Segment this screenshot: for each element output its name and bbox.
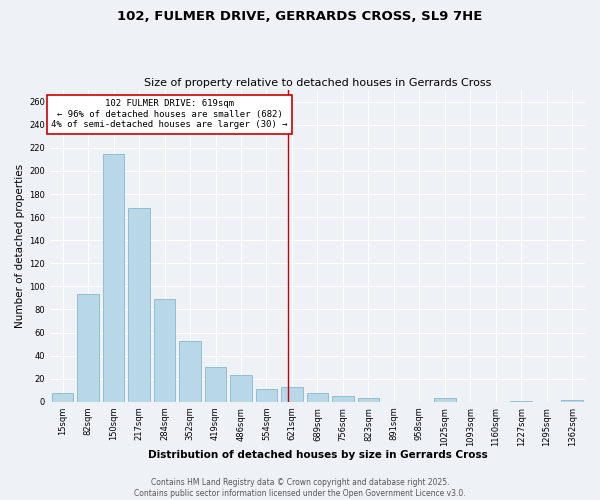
Bar	[281, 387, 303, 402]
Bar	[511, 400, 532, 402]
Text: 102 FULMER DRIVE: 619sqm
← 96% of detached houses are smaller (682)
4% of semi-d: 102 FULMER DRIVE: 619sqm ← 96% of detach…	[52, 100, 288, 129]
Bar	[52, 392, 73, 402]
Bar	[77, 294, 99, 402]
Text: 102, FULMER DRIVE, GERRARDS CROSS, SL9 7HE: 102, FULMER DRIVE, GERRARDS CROSS, SL9 7…	[118, 10, 482, 23]
Bar	[562, 400, 583, 402]
Bar	[307, 392, 328, 402]
Bar	[256, 389, 277, 402]
Title: Size of property relative to detached houses in Gerrards Cross: Size of property relative to detached ho…	[144, 78, 491, 88]
Bar	[103, 154, 124, 402]
Y-axis label: Number of detached properties: Number of detached properties	[15, 164, 25, 328]
Bar	[205, 367, 226, 402]
Bar	[358, 398, 379, 402]
Bar	[434, 398, 455, 402]
Text: Contains HM Land Registry data © Crown copyright and database right 2025.
Contai: Contains HM Land Registry data © Crown c…	[134, 478, 466, 498]
Bar	[179, 340, 201, 402]
Bar	[154, 299, 175, 402]
Bar	[332, 396, 354, 402]
Bar	[128, 208, 150, 402]
X-axis label: Distribution of detached houses by size in Gerrards Cross: Distribution of detached houses by size …	[148, 450, 487, 460]
Bar	[230, 376, 252, 402]
